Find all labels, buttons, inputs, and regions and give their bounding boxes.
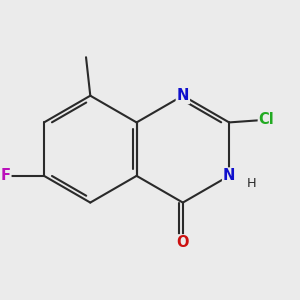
- Text: H: H: [247, 177, 257, 190]
- Text: N: N: [177, 88, 189, 103]
- Text: Cl: Cl: [259, 112, 275, 127]
- Text: F: F: [1, 168, 10, 183]
- Text: N: N: [223, 168, 235, 183]
- Text: O: O: [177, 235, 189, 250]
